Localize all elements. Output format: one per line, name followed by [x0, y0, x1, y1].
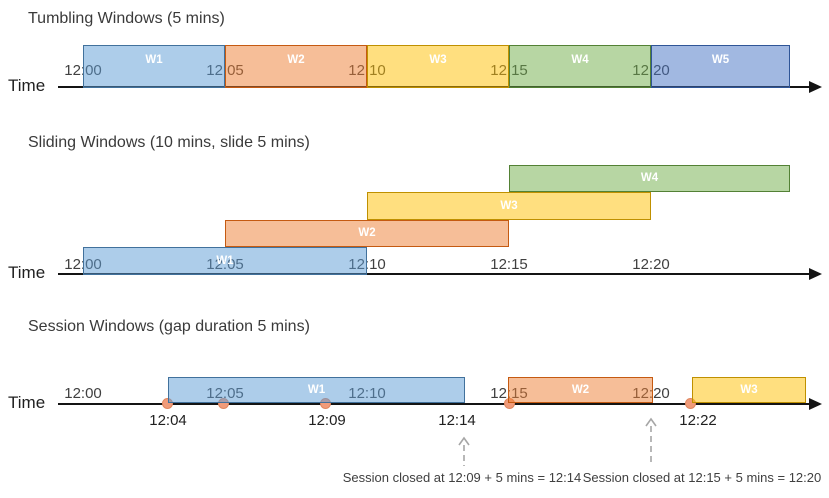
window-label: W3 — [740, 383, 758, 396]
window-w4: W4 — [509, 165, 790, 192]
session-close-note: Session closed at 12:15 + 5 mins = 12:20 — [582, 470, 822, 485]
axis-arrowhead-icon — [809, 268, 822, 280]
session-close-arrow-icon — [457, 436, 471, 466]
window-label: W2 — [287, 54, 305, 66]
time-axis-line — [58, 273, 811, 275]
window-label: W3 — [500, 199, 518, 212]
event-time-label: 12:04 — [149, 412, 187, 429]
window-w3: W3 — [367, 192, 651, 220]
window-label: W1 — [307, 383, 326, 396]
window-label: W4 — [640, 172, 659, 184]
session-close-note: Session closed at 12:09 + 5 mins = 12:14 — [342, 470, 582, 485]
window-w1: W1 — [83, 247, 367, 275]
sliding-title: Sliding Windows (10 mins, slide 5 mins) — [28, 134, 310, 151]
window-w2: W2 — [225, 220, 509, 247]
event-time-label: 12:14 — [438, 412, 476, 429]
window-w3: W3 — [367, 45, 509, 88]
window-label: W2 — [358, 227, 376, 239]
time-axis-line — [58, 403, 811, 405]
tick-label: 12:15 — [490, 256, 528, 273]
time-axis-label: Time — [8, 76, 46, 95]
window-w1: W1 — [83, 45, 225, 88]
axis-arrowhead-icon — [809, 81, 822, 93]
window-label: W5 — [711, 54, 730, 66]
window-label: W2 — [571, 383, 590, 396]
window-w4: W4 — [509, 45, 651, 88]
event-dot — [685, 398, 696, 409]
tumbling-title: Tumbling Windows (5 mins) — [28, 10, 225, 27]
time-axis-label: Time — [8, 263, 46, 282]
window-label: W1 — [216, 254, 234, 267]
tick-label: 12:00 — [64, 385, 102, 402]
window-w5: W5 — [651, 45, 790, 88]
window-label: W3 — [429, 54, 447, 66]
window-w2: W2 — [508, 377, 653, 403]
window-label: W1 — [145, 54, 163, 66]
event-time-label: 12:22 — [679, 412, 717, 429]
window-w1: W1 — [168, 377, 465, 403]
time-axis-label: Time — [8, 393, 46, 412]
event-dot — [162, 398, 173, 409]
window-label: W4 — [571, 54, 589, 66]
window-w2: W2 — [225, 45, 367, 88]
tick-label: 12:20 — [632, 256, 670, 273]
window-w3: W3 — [692, 377, 806, 403]
axis-arrowhead-icon — [809, 398, 822, 410]
event-time-label: 12:09 — [308, 412, 346, 429]
session-close-arrow-icon — [644, 417, 658, 466]
session-title: Session Windows (gap duration 5 mins) — [28, 318, 310, 335]
